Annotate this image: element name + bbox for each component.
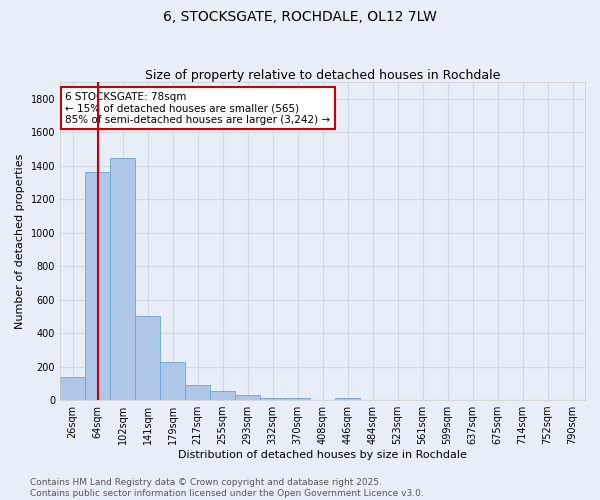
Bar	[260, 398, 285, 400]
X-axis label: Distribution of detached houses by size in Rochdale: Distribution of detached houses by size …	[178, 450, 467, 460]
Bar	[110, 158, 135, 400]
Y-axis label: Number of detached properties: Number of detached properties	[15, 154, 25, 328]
Bar	[235, 395, 260, 400]
Bar	[185, 385, 210, 400]
Bar	[160, 362, 185, 400]
Text: 6 STOCKSGATE: 78sqm
← 15% of detached houses are smaller (565)
85% of semi-detac: 6 STOCKSGATE: 78sqm ← 15% of detached ho…	[65, 92, 331, 124]
Text: 6, STOCKSGATE, ROCHDALE, OL12 7LW: 6, STOCKSGATE, ROCHDALE, OL12 7LW	[163, 10, 437, 24]
Bar	[135, 316, 160, 400]
Bar	[210, 392, 235, 400]
Text: Contains HM Land Registry data © Crown copyright and database right 2025.
Contai: Contains HM Land Registry data © Crown c…	[30, 478, 424, 498]
Bar	[60, 376, 85, 400]
Bar	[335, 398, 360, 400]
Bar	[285, 398, 310, 400]
Title: Size of property relative to detached houses in Rochdale: Size of property relative to detached ho…	[145, 69, 500, 82]
Bar	[85, 172, 110, 400]
